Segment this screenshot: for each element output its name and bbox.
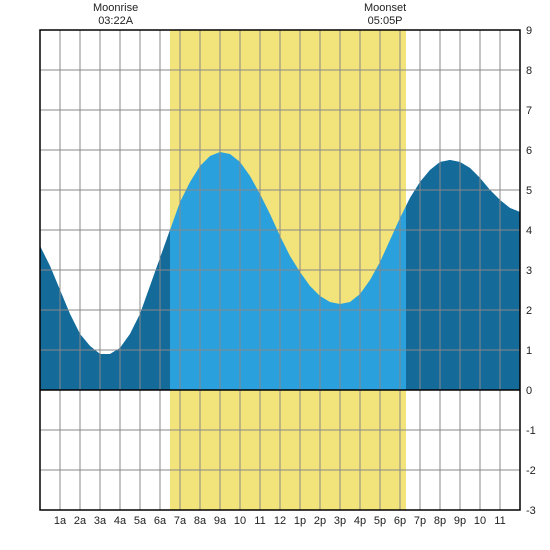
svg-text:8p: 8p — [434, 515, 446, 527]
svg-text:5p: 5p — [374, 515, 386, 527]
moonrise-title: Moonrise — [93, 2, 138, 14]
svg-text:7p: 7p — [414, 515, 426, 527]
svg-text:5a: 5a — [134, 515, 147, 527]
svg-text:2a: 2a — [74, 515, 87, 527]
svg-text:9a: 9a — [214, 515, 227, 527]
moonset-title: Moonset — [364, 2, 406, 14]
svg-text:6a: 6a — [154, 515, 167, 527]
svg-text:0: 0 — [526, 385, 532, 397]
svg-text:6p: 6p — [394, 515, 406, 527]
moonset-label: Moonset 05:05P — [364, 2, 406, 28]
svg-text:2p: 2p — [314, 515, 326, 527]
svg-text:3p: 3p — [334, 515, 346, 527]
svg-text:3: 3 — [526, 265, 532, 277]
svg-text:11: 11 — [494, 515, 505, 527]
svg-text:7: 7 — [526, 105, 532, 117]
svg-text:8a: 8a — [194, 515, 207, 527]
svg-text:-2: -2 — [526, 465, 536, 477]
svg-text:3a: 3a — [94, 515, 107, 527]
svg-text:11: 11 — [254, 515, 265, 527]
svg-text:10: 10 — [234, 515, 246, 527]
svg-text:4a: 4a — [114, 515, 127, 527]
moonrise-time: 03:22A — [98, 15, 133, 27]
chart-canvas: -3-2-101234567891a2a3a4a5a6a7a8a9a101112… — [0, 0, 550, 550]
svg-text:9p: 9p — [454, 515, 466, 527]
svg-text:5: 5 — [526, 185, 532, 197]
moonrise-label: Moonrise 03:22A — [93, 2, 138, 28]
svg-text:6: 6 — [526, 145, 532, 157]
svg-text:12: 12 — [274, 515, 286, 527]
tide-chart: Moonrise 03:22A Moonset 05:05P -3-2-1012… — [0, 0, 550, 550]
svg-text:8: 8 — [526, 65, 532, 77]
svg-text:4: 4 — [526, 225, 532, 237]
svg-text:10: 10 — [474, 515, 486, 527]
moonset-time: 05:05P — [368, 15, 403, 27]
svg-text:2: 2 — [526, 305, 532, 317]
svg-text:7a: 7a — [174, 515, 187, 527]
svg-text:-3: -3 — [526, 505, 536, 517]
svg-text:1p: 1p — [294, 515, 306, 527]
svg-text:9: 9 — [526, 25, 532, 37]
svg-text:1a: 1a — [54, 515, 67, 527]
svg-text:1: 1 — [526, 345, 532, 357]
svg-text:4p: 4p — [354, 515, 366, 527]
svg-text:-1: -1 — [526, 425, 536, 437]
